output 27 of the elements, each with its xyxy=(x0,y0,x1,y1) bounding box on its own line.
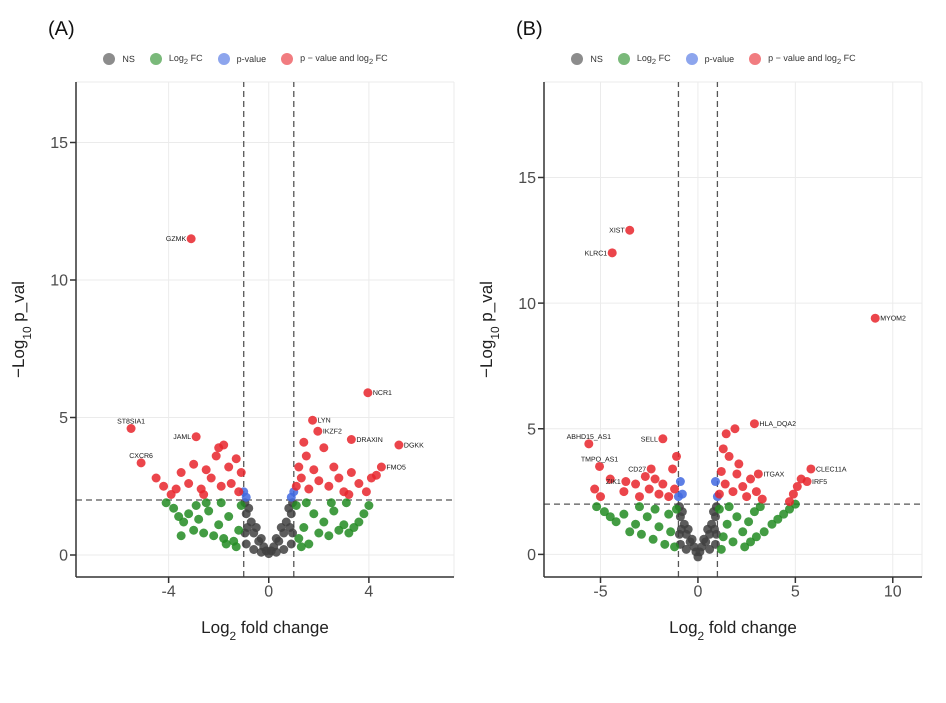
x-axis-title: Log$_{2}$ fold change xyxy=(669,618,797,643)
x-tick-label: 0 xyxy=(264,583,274,600)
x-tick-label: 0 xyxy=(693,583,702,600)
y-tick-label: 5 xyxy=(527,421,536,438)
legend-label: p − value and log$_{2}$ FC xyxy=(768,52,856,66)
x-tick-label: -5 xyxy=(593,583,608,600)
y-tick-label: 0 xyxy=(59,548,68,565)
x-tick-label: 5 xyxy=(790,583,800,600)
y-tick-label: 10 xyxy=(518,296,536,313)
y-tick-label: 15 xyxy=(50,135,68,152)
x-tick-label: -4 xyxy=(162,583,176,600)
chart-title: (B) xyxy=(515,17,544,42)
y-tick-label: 15 xyxy=(518,170,536,188)
x-axis-title: Log$_{2}$ fold change xyxy=(201,618,329,643)
y-tick-label: 5 xyxy=(59,410,68,428)
y-tick-label: 0 xyxy=(527,547,536,564)
legend-label: NS xyxy=(590,54,603,64)
x-tick-label: 4 xyxy=(364,583,374,600)
chart-title: (A) xyxy=(47,17,76,42)
legend-label: Log$_{2}$ FC xyxy=(636,52,671,66)
legend-label: p-value xyxy=(704,54,734,64)
legend-label: p − value and log$_{2}$ FC xyxy=(300,52,388,66)
x-tick-label: 10 xyxy=(884,583,902,600)
legend-label: Log$_{2}$ FC xyxy=(168,52,203,66)
legend-label: NS xyxy=(122,54,135,64)
y-tick-label: 10 xyxy=(50,272,68,290)
legend-label: p-value xyxy=(236,54,266,64)
